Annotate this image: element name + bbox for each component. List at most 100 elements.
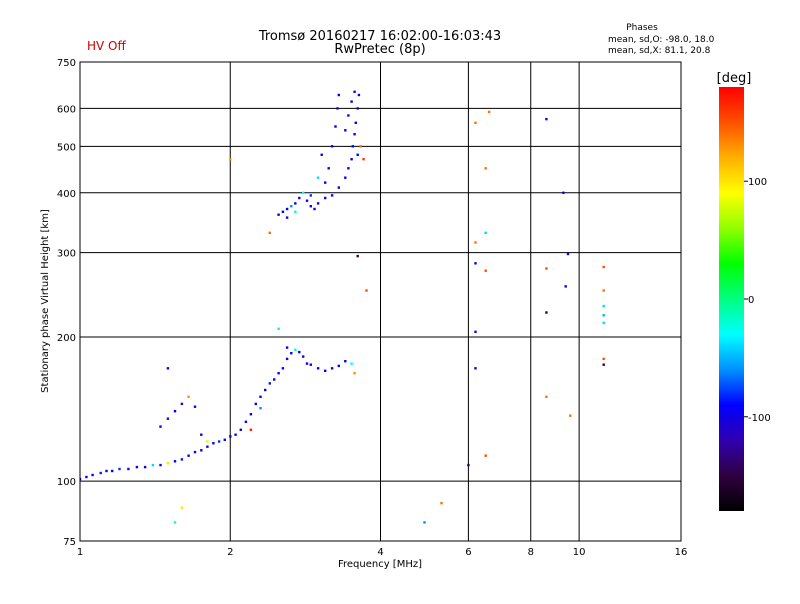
data-point	[356, 254, 359, 258]
data-point	[290, 205, 293, 208]
data-point	[105, 469, 108, 473]
y-tick-label: 75	[63, 537, 76, 548]
data-point	[545, 267, 548, 270]
data-point	[173, 410, 177, 413]
data-point	[327, 167, 330, 170]
data-point	[277, 372, 280, 375]
data-point	[484, 269, 487, 272]
data-point	[569, 414, 572, 417]
data-point	[316, 202, 320, 205]
data-point	[344, 129, 347, 132]
data-point	[254, 402, 257, 406]
plot-frame	[79, 61, 682, 542]
x-tick-label: 6	[465, 547, 471, 558]
y-tick-label: 600	[57, 104, 76, 115]
data-point	[285, 346, 289, 349]
colorbar-label: [deg]	[717, 71, 752, 86]
data-point	[602, 357, 605, 361]
data-point	[217, 440, 221, 443]
data-point	[294, 210, 297, 213]
data-point	[566, 252, 570, 256]
y-tick-label: 500	[57, 142, 76, 153]
data-point	[602, 314, 605, 317]
data-point	[249, 413, 253, 416]
data-point	[111, 469, 114, 473]
data-point	[143, 465, 147, 469]
data-point	[151, 463, 155, 467]
data-point	[259, 395, 262, 398]
data-point	[259, 407, 262, 410]
x-tick-label: 2	[227, 547, 233, 558]
data-point	[351, 145, 354, 148]
data-point	[200, 433, 203, 436]
stats-line-x: mean, sd,X: 81.1, 20.8	[608, 46, 711, 56]
data-point	[356, 153, 359, 156]
data-point	[602, 304, 605, 308]
data-point	[324, 369, 327, 372]
data-point	[99, 471, 102, 475]
data-point	[302, 191, 305, 194]
data-point	[423, 521, 426, 524]
data-point	[602, 265, 605, 269]
stats-line-o: mean, sd,O: -98.0, 18.0	[608, 35, 715, 45]
data-point	[206, 445, 209, 448]
data-point	[91, 473, 94, 477]
data-point	[223, 438, 226, 441]
data-point	[474, 241, 477, 244]
colorbar	[719, 87, 744, 511]
data-point	[281, 367, 285, 370]
data-point	[337, 93, 340, 97]
data-point	[487, 110, 491, 114]
data-point	[344, 360, 347, 363]
data-point	[602, 289, 605, 292]
data-point	[244, 420, 248, 423]
data-point	[354, 121, 357, 124]
data-point	[305, 199, 309, 202]
data-point	[298, 350, 301, 354]
data-point	[309, 194, 312, 197]
y-tick-label: 750	[57, 58, 76, 69]
data-point	[193, 450, 197, 454]
y-tick-label: 200	[57, 333, 76, 344]
colorbar-tick-label: 100	[748, 177, 767, 188]
data-point	[350, 100, 353, 103]
data-point	[212, 442, 215, 445]
data-point	[324, 181, 327, 184]
data-point	[309, 205, 312, 208]
data-point	[330, 367, 334, 370]
data-point	[268, 231, 271, 234]
data-point	[200, 449, 203, 452]
data-point	[474, 121, 477, 124]
colorbar-tick-label: -100	[748, 413, 771, 424]
x-tick-label: 10	[573, 547, 586, 558]
data-point	[234, 433, 237, 436]
y-tick-label: 300	[57, 249, 76, 260]
data-point	[180, 402, 184, 406]
x-tick-label: 1	[77, 547, 83, 558]
data-point	[285, 216, 289, 219]
data-point	[474, 367, 477, 370]
data-point	[273, 378, 276, 381]
x-tick-labels: 1 2 4 6 8 10 16	[77, 547, 688, 558]
data-point	[187, 395, 190, 398]
grid-lines	[80, 62, 681, 541]
data-point	[353, 372, 356, 375]
data-point	[484, 167, 487, 170]
data-point	[305, 362, 309, 365]
data-point	[159, 463, 162, 467]
data-point	[268, 382, 271, 385]
x-tick-label: 16	[675, 547, 688, 558]
data-point	[320, 153, 323, 156]
data-point	[166, 417, 170, 420]
data-point	[350, 362, 353, 365]
data-point	[206, 440, 209, 443]
data-point	[302, 355, 305, 358]
stats-heading: Phases	[626, 23, 658, 33]
data-point	[313, 207, 316, 211]
data-point	[173, 521, 177, 524]
data-point	[337, 364, 340, 368]
data-point	[362, 158, 365, 161]
data-point	[294, 202, 297, 205]
